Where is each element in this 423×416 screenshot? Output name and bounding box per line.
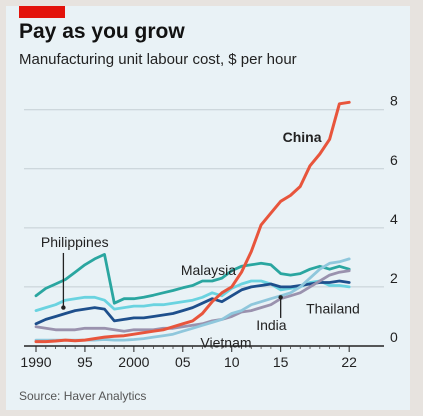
chart-subtitle: Manufacturing unit labour cost, $ per ho… bbox=[19, 51, 297, 68]
x-tick-label: 95 bbox=[77, 354, 93, 370]
x-tick-label: 10 bbox=[224, 354, 240, 370]
y-tick-label: 0 bbox=[390, 329, 398, 345]
source-note: Source: Haver Analytics bbox=[19, 389, 147, 403]
india-leader-dot bbox=[278, 295, 283, 300]
series-label-vietnam: Vietnam bbox=[200, 334, 251, 350]
y-tick-label: 4 bbox=[390, 211, 398, 227]
y-tick-label: 2 bbox=[390, 270, 398, 286]
series-label-malaysia: Malaysia bbox=[181, 262, 236, 278]
x-tick-label: 1990 bbox=[20, 354, 51, 370]
series-label-india: India bbox=[256, 317, 287, 333]
chart-card: Pay as you grow Manufacturing unit labou… bbox=[6, 6, 410, 410]
series-line-china bbox=[34, 100, 351, 344]
x-tick-label: 15 bbox=[273, 354, 289, 370]
x-tick-label: 05 bbox=[175, 354, 191, 370]
series-label-china: China bbox=[283, 129, 322, 145]
chart-title: Pay as you grow bbox=[19, 20, 185, 43]
philippines-leader-dot bbox=[61, 305, 66, 310]
y-tick-label: 6 bbox=[390, 152, 398, 168]
line-chart: 0 2 4 6 8 1990 95 2000 05 10 15 22 China Malaysia Phil… bbox=[20, 93, 398, 370]
series-line-thailand bbox=[34, 279, 351, 326]
y-tick-label: 8 bbox=[390, 93, 398, 109]
brand-tag bbox=[19, 6, 65, 18]
x-tick-label: 2000 bbox=[118, 354, 149, 370]
series-line-philippines bbox=[34, 253, 351, 305]
series-line-series bbox=[34, 269, 351, 333]
series-label-philippines: Philippines bbox=[41, 234, 109, 250]
x-tick-label: 22 bbox=[341, 354, 357, 370]
series-label-thailand: Thailand bbox=[306, 301, 360, 317]
